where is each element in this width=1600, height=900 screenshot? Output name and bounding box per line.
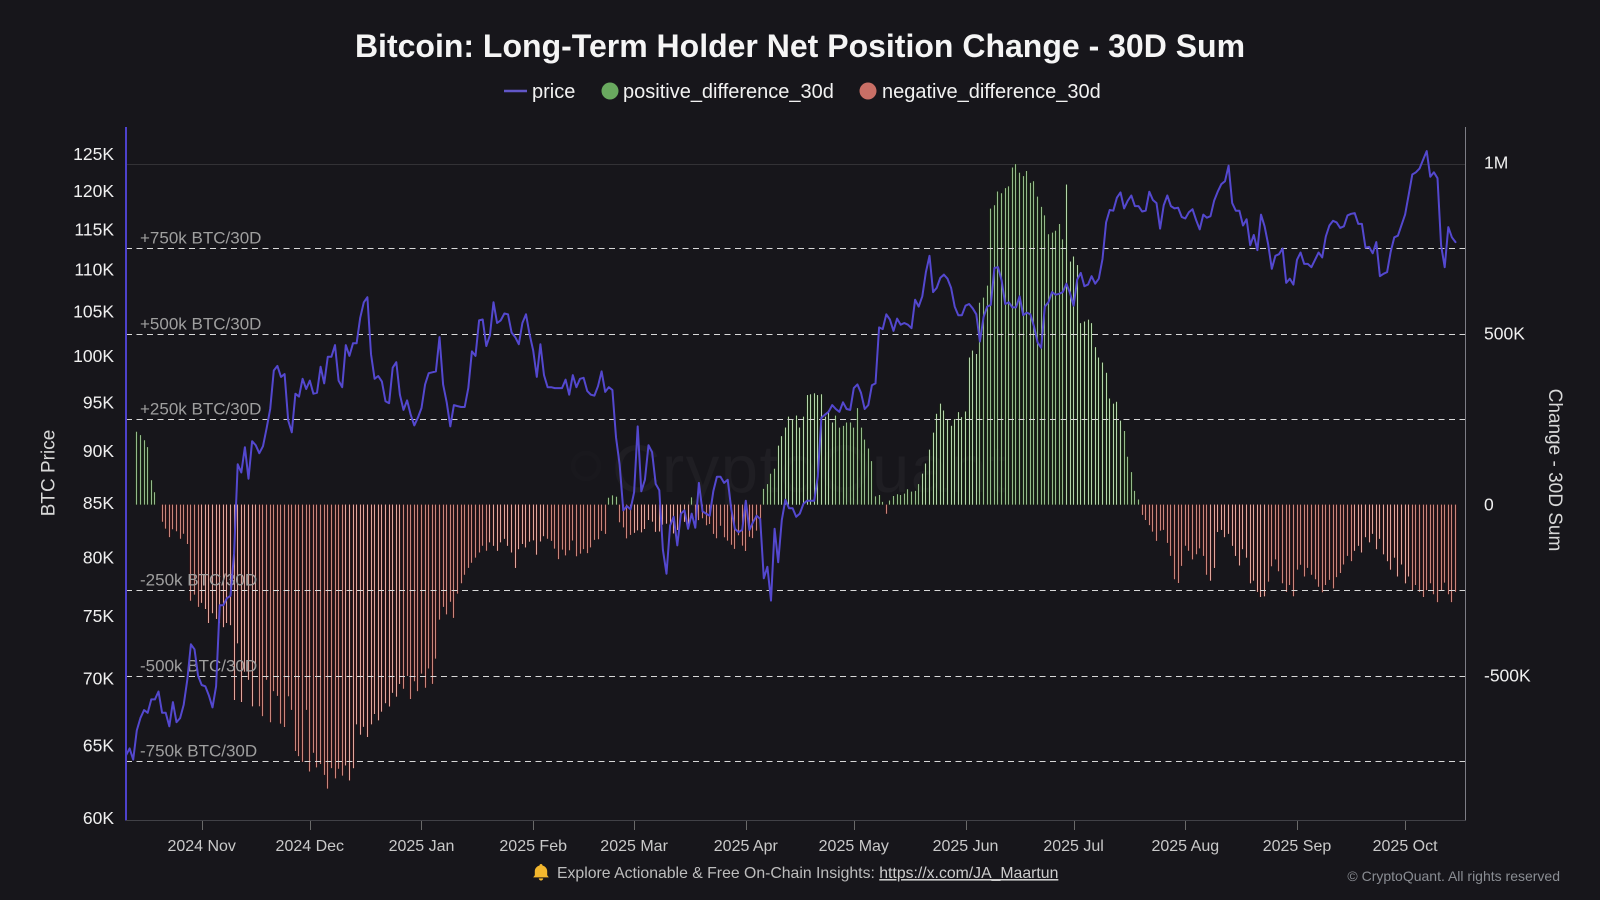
svg-text:-500K: -500K bbox=[1484, 666, 1531, 686]
svg-text:-500k BTC/30D: -500k BTC/30D bbox=[140, 657, 257, 676]
svg-text:115K: 115K bbox=[74, 219, 114, 239]
svg-text:110K: 110K bbox=[74, 260, 114, 280]
svg-text:2025 Jul: 2025 Jul bbox=[1043, 838, 1104, 855]
svg-text:Explore Actionable & Free On-C: Explore Actionable & Free On-Chain Insig… bbox=[557, 865, 1058, 882]
svg-text:2025 Apr: 2025 Apr bbox=[714, 838, 779, 855]
svg-text:2025 Aug: 2025 Aug bbox=[1151, 838, 1219, 855]
svg-text:70K: 70K bbox=[83, 669, 114, 689]
svg-text:+750k BTC/30D: +750k BTC/30D bbox=[140, 229, 261, 248]
svg-text:105K: 105K bbox=[73, 302, 114, 322]
svg-text:price: price bbox=[532, 81, 575, 103]
svg-text:1M: 1M bbox=[1484, 152, 1508, 172]
svg-text:0: 0 bbox=[1484, 495, 1494, 515]
svg-text:2025 Mar: 2025 Mar bbox=[600, 838, 668, 855]
svg-text:90K: 90K bbox=[83, 441, 114, 461]
svg-text:Change - 30D Sum: Change - 30D Sum bbox=[1544, 389, 1565, 552]
svg-text:2024 Dec: 2024 Dec bbox=[276, 838, 345, 855]
svg-text:BTC Price: BTC Price bbox=[39, 430, 60, 517]
svg-text:60K: 60K bbox=[83, 808, 114, 828]
svg-text:120K: 120K bbox=[73, 181, 114, 201]
svg-text:2025 Jun: 2025 Jun bbox=[933, 838, 999, 855]
svg-text:© CryptoQuant. All rights rese: © CryptoQuant. All rights reserved bbox=[1347, 868, 1560, 884]
svg-text:2024 Nov: 2024 Nov bbox=[167, 838, 236, 855]
svg-text:125K: 125K bbox=[73, 144, 114, 164]
svg-text:+250k BTC/30D: +250k BTC/30D bbox=[140, 400, 261, 419]
svg-text:2025 Feb: 2025 Feb bbox=[499, 838, 567, 855]
svg-text:-250k BTC/30D: -250k BTC/30D bbox=[140, 571, 257, 590]
svg-text:negative_difference_30d: negative_difference_30d bbox=[882, 81, 1101, 103]
svg-text:2025 Oct: 2025 Oct bbox=[1373, 838, 1438, 855]
svg-text:-750k BTC/30D: -750k BTC/30D bbox=[140, 742, 257, 761]
svg-text:500K: 500K bbox=[1484, 324, 1525, 344]
svg-text:positive_difference_30d: positive_difference_30d bbox=[623, 81, 834, 103]
svg-text:Bitcoin: Long-Term Holder Net: Bitcoin: Long-Term Holder Net Position C… bbox=[355, 28, 1245, 64]
svg-text:100K: 100K bbox=[73, 346, 114, 366]
svg-text:65K: 65K bbox=[83, 736, 114, 756]
svg-text:2025 Sep: 2025 Sep bbox=[1263, 838, 1332, 855]
svg-text:2025 May: 2025 May bbox=[819, 838, 889, 855]
svg-text:85K: 85K bbox=[83, 493, 114, 513]
svg-text:80K: 80K bbox=[83, 548, 114, 568]
svg-text:+500k BTC/30D: +500k BTC/30D bbox=[140, 315, 261, 334]
svg-text:75K: 75K bbox=[83, 606, 114, 626]
svg-text:95K: 95K bbox=[83, 392, 114, 412]
svg-text:2025 Jan: 2025 Jan bbox=[389, 838, 455, 855]
